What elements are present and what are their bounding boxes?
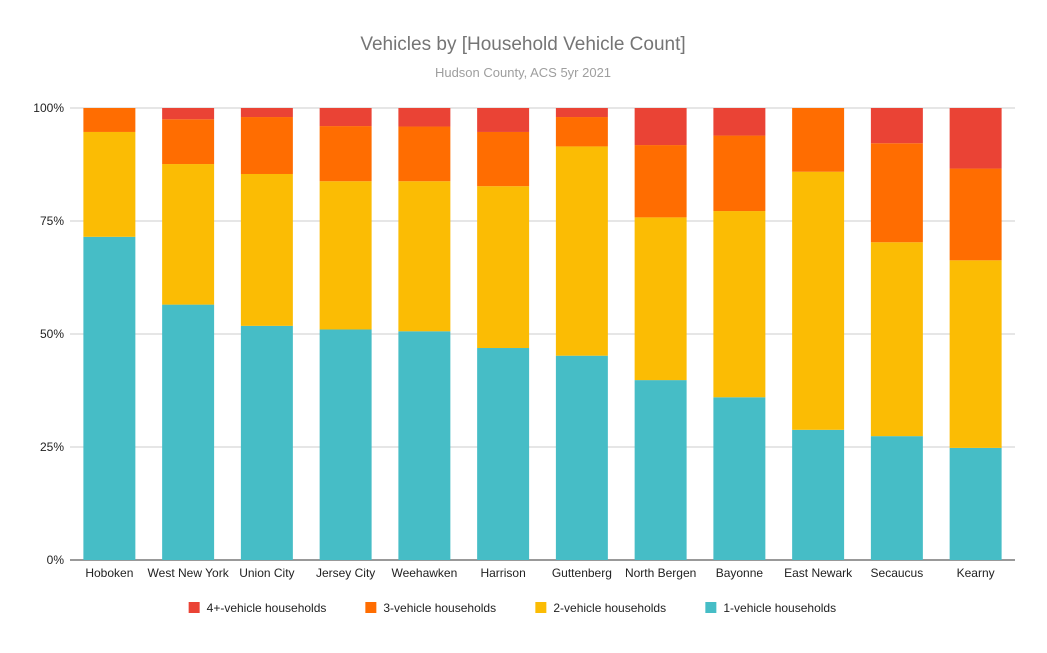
bar-segment-2-vehicle-households[interactable]	[319, 181, 372, 330]
x-tick-label: Guttenberg	[552, 566, 612, 580]
x-tick-label: Secaucus	[871, 566, 924, 580]
x-tick-label: Weehawken	[391, 566, 457, 580]
bar-segment-4-vehicle-households[interactable]	[240, 108, 293, 118]
x-tick-label: Union City	[239, 566, 294, 580]
y-tick-label: 50%	[40, 327, 64, 341]
x-axis: Hoboken West New York Union City Jersey Cit…	[85, 566, 994, 580]
legend: 4+-vehicle households 3-vehicle household…	[188, 601, 836, 615]
x-tick-label: Hoboken	[85, 566, 133, 580]
bar-segment-1-vehicle-households[interactable]	[713, 397, 766, 560]
bar-segment-2-vehicle-households[interactable]	[477, 186, 530, 349]
bar-segment-3-vehicle-households[interactable]	[477, 131, 530, 187]
bar-segment-4-vehicle-households[interactable]	[162, 108, 215, 120]
bar-segment-1-vehicle-households[interactable]	[83, 236, 136, 560]
legend-item[interactable]: 3-vehicle households	[365, 601, 496, 615]
chart-title: Vehicles by [Household Vehicle Count]	[360, 34, 685, 55]
bar-segment-1-vehicle-households[interactable]	[240, 325, 293, 560]
bar-segment-3-vehicle-households[interactable]	[398, 126, 451, 182]
bar-segment-3-vehicle-households[interactable]	[870, 143, 923, 243]
bar-segment-2-vehicle-households[interactable]	[792, 171, 845, 430]
bar-segment-2-vehicle-households[interactable]	[555, 146, 608, 356]
bar-segment-3-vehicle-households[interactable]	[240, 117, 293, 174]
bar-segment-1-vehicle-households[interactable]	[319, 329, 372, 560]
bar-segment-1-vehicle-households[interactable]	[949, 447, 1002, 560]
bar-segment-4-vehicle-households[interactable]	[319, 108, 372, 127]
x-tick-label: Jersey City	[316, 566, 375, 580]
bar-segment-3-vehicle-households[interactable]	[634, 145, 687, 218]
bar-segment-1-vehicle-households[interactable]	[477, 348, 530, 560]
bar-segment-3-vehicle-households[interactable]	[713, 135, 766, 212]
legend-item[interactable]: 2-vehicle households	[535, 601, 666, 615]
legend-label: 4+-vehicle households	[207, 601, 327, 615]
legend-label: 2-vehicle households	[553, 601, 666, 615]
legend-swatch	[705, 602, 717, 613]
x-tick-label: North Bergen	[625, 566, 696, 580]
gridlines	[70, 107, 1015, 561]
bar-segment-1-vehicle-households[interactable]	[634, 380, 687, 560]
bar-segment-2-vehicle-households[interactable]	[83, 131, 136, 237]
bar-segment-4-vehicle-households[interactable]	[634, 108, 687, 146]
legend-swatch	[535, 602, 547, 613]
x-tick-label: East Newark	[784, 566, 853, 580]
bar-segment-1-vehicle-households[interactable]	[398, 331, 451, 560]
x-tick-label: Kearny	[957, 566, 995, 580]
bar-segment-3-vehicle-households[interactable]	[162, 119, 215, 165]
bar-segment-4-vehicle-households[interactable]	[870, 108, 923, 144]
y-tick-label: 25%	[40, 440, 64, 454]
bar-segment-3-vehicle-households[interactable]	[83, 108, 136, 132]
bar-segment-2-vehicle-households[interactable]	[240, 173, 293, 326]
bar-segment-3-vehicle-households[interactable]	[792, 108, 845, 172]
legend-label: 1-vehicle households	[723, 601, 836, 615]
bar-segment-4-vehicle-households[interactable]	[713, 108, 766, 136]
chart-subtitle: Hudson County, ACS 5yr 2021	[435, 65, 611, 80]
bar-segment-3-vehicle-households[interactable]	[555, 117, 608, 147]
bar-segment-2-vehicle-households[interactable]	[949, 260, 1002, 448]
x-tick-label: West New York	[148, 566, 230, 580]
bar-segment-2-vehicle-households[interactable]	[870, 242, 923, 437]
bar-segment-4-vehicle-households[interactable]	[477, 108, 530, 132]
y-tick-label: 75%	[40, 214, 64, 228]
bar-segment-2-vehicle-households[interactable]	[634, 217, 687, 381]
bar-segment-3-vehicle-households[interactable]	[949, 168, 1002, 261]
bar-segment-1-vehicle-households[interactable]	[792, 429, 845, 560]
y-tick-label: 100%	[33, 101, 64, 115]
bar-segment-1-vehicle-households[interactable]	[870, 436, 923, 560]
y-axis: 0% 25% 50% 75% 100%	[33, 101, 64, 567]
bar-segment-3-vehicle-households[interactable]	[319, 126, 372, 182]
bar-segment-1-vehicle-households[interactable]	[162, 304, 215, 560]
bars	[83, 108, 1002, 560]
legend-swatch	[188, 602, 200, 613]
bar-segment-4-vehicle-households[interactable]	[949, 108, 1002, 169]
legend-item[interactable]: 1-vehicle households	[705, 601, 836, 615]
bar-segment-2-vehicle-households[interactable]	[713, 211, 766, 398]
bar-segment-2-vehicle-households[interactable]	[398, 181, 451, 332]
legend-item[interactable]: 4+-vehicle households	[188, 601, 327, 615]
y-tick-label: 0%	[47, 553, 65, 567]
bar-segment-4-vehicle-households[interactable]	[398, 108, 451, 127]
bar-segment-4-vehicle-households[interactable]	[555, 108, 608, 118]
x-tick-label: Bayonne	[716, 566, 764, 580]
legend-label: 3-vehicle households	[383, 601, 496, 615]
bar-segment-1-vehicle-households[interactable]	[555, 355, 608, 560]
bar-segment-2-vehicle-households[interactable]	[162, 164, 215, 305]
x-tick-label: Harrison	[480, 566, 525, 580]
legend-swatch	[365, 602, 377, 613]
